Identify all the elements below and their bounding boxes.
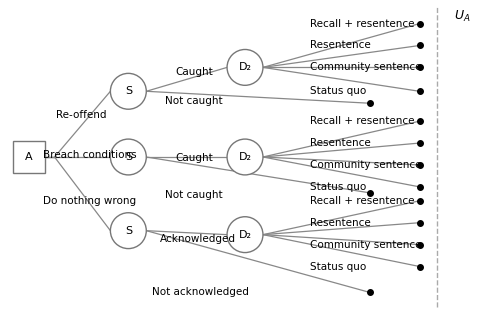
FancyBboxPatch shape [12, 141, 44, 173]
Text: Status quo: Status quo [310, 261, 366, 271]
Text: D₂: D₂ [238, 152, 252, 162]
Text: Do nothing wrong: Do nothing wrong [42, 196, 136, 206]
Text: $U_A$: $U_A$ [454, 9, 470, 24]
Text: Not caught: Not caught [165, 96, 223, 106]
Circle shape [227, 217, 263, 253]
Circle shape [227, 49, 263, 85]
Circle shape [110, 73, 146, 109]
Text: S: S [125, 152, 132, 162]
Text: Resentence: Resentence [310, 40, 370, 50]
Circle shape [110, 139, 146, 175]
Text: Community sentence: Community sentence [310, 160, 422, 170]
Text: D₂: D₂ [238, 62, 252, 72]
Text: Not acknowledged: Not acknowledged [152, 287, 249, 297]
Text: Recall + resentence: Recall + resentence [310, 18, 414, 28]
Text: Acknowledged: Acknowledged [160, 233, 236, 244]
Text: Resentence: Resentence [310, 138, 370, 148]
Text: S: S [125, 226, 132, 236]
Text: Caught: Caught [175, 67, 213, 77]
Text: S: S [125, 86, 132, 96]
Text: Recall + resentence: Recall + resentence [310, 196, 414, 206]
Text: Status quo: Status quo [310, 182, 366, 192]
Circle shape [110, 213, 146, 249]
Text: Community sentence: Community sentence [310, 62, 422, 72]
Text: Not caught: Not caught [165, 190, 223, 200]
Text: Status quo: Status quo [310, 86, 366, 96]
Text: Breach conditions: Breach conditions [42, 150, 136, 160]
Text: Resentence: Resentence [310, 218, 370, 228]
Text: D₂: D₂ [238, 230, 252, 240]
Text: Community sentence: Community sentence [310, 240, 422, 249]
Text: Re-offend: Re-offend [56, 110, 106, 120]
Text: Recall + resentence: Recall + resentence [310, 116, 414, 126]
Text: Caught: Caught [175, 153, 213, 163]
Circle shape [227, 139, 263, 175]
Text: A: A [25, 152, 32, 162]
